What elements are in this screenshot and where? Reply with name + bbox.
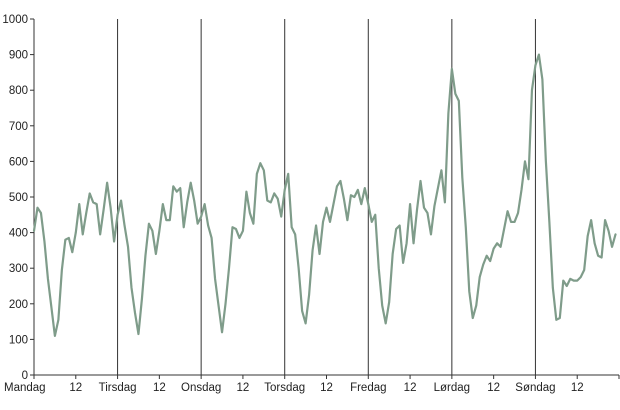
series-line — [32, 53, 617, 337]
y-tick-label: 1000 — [2, 14, 28, 26]
y-tick-label: 300 — [9, 263, 28, 275]
x-axis: Mandag 12 Tirsdag 12 Onsdag 12 Torsdag 12 Fredag… — [4, 374, 620, 394]
x-tick-label: 12 — [571, 382, 584, 394]
y-tick-label: 200 — [9, 299, 28, 311]
x-tick-label: 12 — [320, 382, 333, 394]
y-tick-label: 700 — [9, 121, 28, 133]
y-tick-label: 500 — [9, 192, 28, 204]
y-tick-label: 600 — [9, 156, 28, 168]
x-tick-label: Lørdag — [434, 382, 470, 394]
x-tick-label: Mandag — [4, 382, 46, 394]
x-tick-label: Onsdag — [181, 382, 221, 394]
x-tick-label: Tirsdag — [99, 382, 137, 394]
y-tick-label: 800 — [9, 85, 28, 97]
y-axis: 0 100 200 300 400 500 600 700 800 900 1000 — [2, 14, 35, 382]
y-tick-label: 900 — [9, 50, 28, 62]
x-tick-label: Torsdag — [264, 382, 305, 394]
x-tick-label: Søndag — [515, 382, 555, 394]
x-tick-label: Fredag — [350, 382, 386, 394]
x-tick-label: 12 — [153, 382, 166, 394]
x-tick-label: 12 — [487, 382, 500, 394]
x-tick-label: 12 — [404, 382, 417, 394]
y-tick-label: 100 — [9, 334, 28, 346]
x-tick-label: 12 — [69, 382, 82, 394]
y-tick-label: 400 — [9, 228, 28, 240]
x-tick-label: 12 — [237, 382, 250, 394]
y-tick-label: 0 — [22, 370, 28, 382]
